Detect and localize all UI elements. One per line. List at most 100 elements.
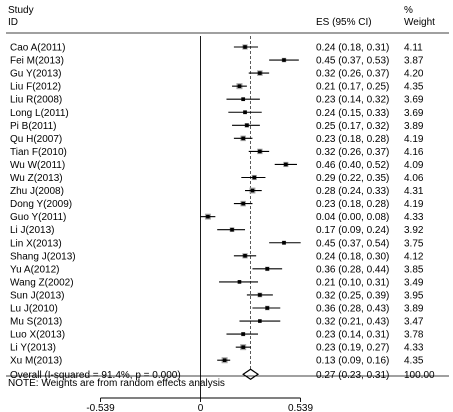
header-weight: Weight: [404, 17, 435, 28]
study-row: Lu J(2010) 0.36 (0.28, 0.43) 3.89: [10, 304, 424, 315]
study-label: Li J(2013): [10, 225, 54, 236]
point-estimate: [284, 162, 288, 167]
study-row: Long L(2011) 0.24 (0.15, 0.33) 3.69: [10, 108, 424, 119]
weights-note: NOTE: Weights are from random effects an…: [8, 378, 225, 389]
point-estimate: [265, 267, 270, 271]
overall-row: Overall (I-squared = 91.4%, p = 0.000) 0.…: [10, 368, 435, 381]
weight-value: 3.69: [404, 95, 424, 106]
study-label: Wu W(2011): [10, 160, 65, 171]
es-ci-value: 0.24 (0.18, 0.30): [316, 251, 389, 262]
study-row: Liu R(2008) 0.23 (0.14, 0.32) 3.69: [10, 95, 424, 106]
weight-value: 4.11: [404, 43, 423, 54]
x-axis: -0.539 0 0.539: [86, 397, 313, 412]
es-ci-value: 0.32 (0.21, 0.43): [316, 317, 389, 328]
weight-value: 4.06: [404, 173, 424, 184]
study-row: Yu A(2012) 0.36 (0.28, 0.44) 3.85: [10, 264, 424, 275]
weight-value: 4.33: [404, 212, 424, 223]
x-tick-label: -0.539: [86, 403, 115, 412]
weight-value: 4.20: [404, 69, 424, 80]
es-ci-value: 0.32 (0.26, 0.37): [316, 69, 389, 80]
study-row: Xu M(2013) 0.13 (0.09, 0.16) 4.35: [10, 356, 424, 367]
study-rows: Cao A(2011) 0.24 (0.18, 0.31) 4.11 Fei M(20…: [10, 36, 435, 398]
es-ci-value: 0.46 (0.40, 0.52): [316, 160, 389, 171]
weight-value: 3.95: [404, 290, 424, 301]
study-label: Li Y(2013): [10, 343, 56, 354]
es-ci-value: 0.25 (0.17, 0.32): [316, 121, 389, 132]
es-ci-value: 0.23 (0.14, 0.32): [316, 95, 389, 106]
es-ci-value: 0.23 (0.14, 0.31): [316, 330, 389, 341]
point-estimate: [245, 123, 249, 128]
study-row: Tian F(2010) 0.32 (0.26, 0.37) 4.16: [10, 147, 424, 158]
weight-value: 3.89: [404, 121, 424, 132]
point-estimate: [241, 345, 245, 349]
study-label: Guo Y(2011): [10, 212, 66, 223]
weight-value: 3.47: [404, 317, 424, 328]
weight-value: 3.92: [404, 225, 424, 236]
point-estimate: [222, 358, 227, 362]
study-label: Wu Z(2013): [10, 173, 63, 184]
es-ci-value: 0.45 (0.37, 0.54): [316, 238, 389, 249]
study-label: Zhu J(2008): [10, 186, 64, 197]
study-label: Lin X(2013): [10, 238, 62, 249]
study-row: Luo X(2013) 0.23 (0.14, 0.31) 3.78: [10, 330, 424, 341]
es-ci-value: 0.21 (0.17, 0.25): [316, 82, 389, 93]
es-ci-value: 0.36 (0.28, 0.44): [316, 264, 389, 275]
header-study: Study: [8, 5, 34, 16]
weight-value: 4.09: [404, 160, 424, 171]
study-label: Xu M(2013): [10, 356, 62, 367]
point-estimate: [265, 306, 270, 310]
study-row: Qu H(2007) 0.23 (0.18, 0.28) 4.19: [10, 134, 424, 145]
es-ci-value: 0.32 (0.26, 0.37): [316, 147, 389, 158]
header-pct: %: [404, 5, 413, 16]
study-row: Sun J(2013) 0.32 (0.25, 0.39) 3.95: [10, 290, 424, 301]
study-row: Wu W(2011) 0.46 (0.40, 0.52) 4.09: [10, 160, 424, 171]
weight-value: 3.85: [404, 264, 424, 275]
study-label: Pi B(2011): [10, 121, 57, 132]
point-estimate: [282, 240, 286, 245]
es-ci-value: 0.29 (0.22, 0.35): [316, 173, 389, 184]
weight-value: 3.89: [404, 304, 424, 315]
point-estimate: [241, 201, 245, 206]
es-ci-value: 0.45 (0.37, 0.53): [316, 56, 389, 67]
point-estimate: [243, 254, 247, 258]
es-ci-value: 0.13 (0.09, 0.16): [316, 356, 389, 367]
weight-value: 3.87: [404, 56, 424, 67]
header-id: ID: [8, 17, 18, 28]
weight-value: 3.49: [404, 277, 424, 288]
point-estimate: [241, 136, 245, 141]
es-ci-value: 0.24 (0.18, 0.31): [316, 43, 389, 54]
es-ci-value: 0.23 (0.19, 0.27): [316, 343, 389, 354]
study-label: Cao A(2011): [10, 43, 65, 54]
es-ci-value: 0.24 (0.15, 0.33): [316, 108, 389, 119]
point-estimate: [241, 97, 245, 101]
study-row: Gu Y(2013) 0.32 (0.26, 0.37) 4.20: [10, 69, 424, 80]
study-row: Wu Z(2013) 0.29 (0.22, 0.35) 4.06: [10, 173, 424, 184]
es-ci-value: 0.23 (0.18, 0.28): [316, 134, 389, 145]
point-estimate: [250, 188, 255, 193]
es-ci-value: 0.23 (0.18, 0.28): [316, 199, 389, 210]
point-estimate: [243, 45, 247, 49]
weight-value: 4.31: [404, 186, 424, 197]
weight-value: 4.19: [404, 134, 424, 145]
weight-value: 4.19: [404, 199, 424, 210]
point-estimate: [282, 58, 286, 62]
study-label: Mu S(2013): [10, 317, 62, 328]
study-label: Luo X(2013): [10, 330, 65, 341]
point-estimate: [258, 71, 262, 75]
es-ci-value: 0.04 (0.00, 0.08): [316, 212, 389, 223]
weight-value: 4.33: [404, 343, 424, 354]
es-ci-value: 0.36 (0.28, 0.43): [316, 304, 389, 315]
study-label: Wang Z(2002): [10, 277, 74, 288]
study-label: Liu F(2012): [10, 82, 61, 93]
overall-label: Overall (I-squared = 91.4%, p = 0.000): [10, 370, 181, 381]
study-row: Dong Y(2009) 0.23 (0.18, 0.28) 4.19: [10, 199, 424, 210]
study-row: Li Y(2013) 0.23 (0.19, 0.27) 4.33: [10, 343, 424, 354]
study-label: Yu A(2012): [10, 264, 59, 275]
weight-value: 3.69: [404, 108, 424, 119]
es-ci-value: 0.17 (0.09, 0.24): [316, 225, 389, 236]
study-row: Li J(2013) 0.17 (0.09, 0.24) 3.92: [10, 225, 424, 236]
study-row: Cao A(2011) 0.24 (0.18, 0.31) 4.11: [10, 43, 423, 54]
weight-value: 4.35: [404, 356, 424, 367]
overall-weight-value: 100.00: [404, 370, 435, 381]
